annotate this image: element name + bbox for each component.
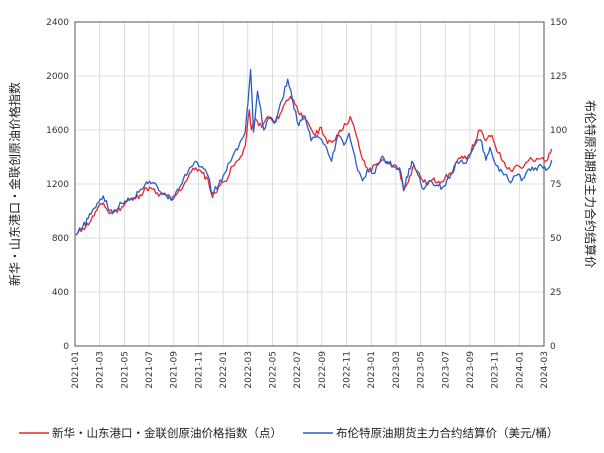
left-axis-ticks: 0 400 800 1200 1600 2000 2400 (46, 18, 69, 352)
left-axis-tick-label: 1200 (46, 180, 69, 190)
x-axis-tick-label: 2021-05 (120, 351, 130, 389)
x-axis-tick-label: 2022-11 (343, 351, 353, 389)
legend: 新华・山东港口・金联创原油价格指数（点） 布伦特原油期货主力合约结算价（美元/桶… (19, 426, 558, 440)
left-axis-title: 新华・山东港口・金联创原油价格指数 (7, 82, 22, 286)
x-axis-tick-label: 2023-11 (491, 351, 501, 389)
right-axis-tick-label: 50 (550, 234, 562, 244)
x-axis-tick-label: 2024-03 (540, 351, 550, 389)
x-axis-ticks: 2021-01 2021-03 2021-05 2021-07 2021-09 2021-… (71, 351, 550, 389)
series-line-brent (75, 68, 553, 236)
right-axis-tick-label: 0 (550, 342, 556, 352)
x-axis-tick-label: 2023-09 (466, 351, 476, 389)
x-axis-tick-label: 2022-09 (318, 351, 328, 389)
left-axis-tick-label: 0 (63, 342, 69, 352)
left-axis-tick-label: 800 (52, 234, 69, 244)
right-axis-title: 布伦特原油期货主力合约结算价 (583, 100, 598, 268)
x-axis-tick-label: 2023-01 (367, 351, 377, 389)
x-axis-tick-label: 2021-11 (194, 351, 204, 389)
x-axis-tick-label: 2021-07 (145, 351, 155, 389)
left-axis-tick-label: 1600 (46, 126, 69, 136)
x-axis-tick-label: 2022-03 (244, 351, 254, 389)
x-axis-tick-label: 2022-07 (293, 351, 303, 389)
right-axis-tick-label: 100 (550, 126, 567, 136)
x-axis-tick-label: 2022-01 (219, 351, 229, 389)
legend-label-brent: 布伦特原油期货主力合约结算价（美元/桶） (336, 426, 558, 440)
series-layer (75, 68, 553, 236)
x-axis-tick-label: 2021-09 (170, 351, 180, 389)
right-axis-tick-label: 75 (550, 180, 561, 190)
right-axis-tick-label: 25 (550, 288, 561, 298)
right-axis-tick-label: 150 (550, 18, 567, 28)
x-axis-tick-label: 2023-07 (441, 351, 451, 389)
right-axis-ticks: 0 25 50 75 100 125 150 (550, 18, 567, 352)
left-axis-tick-label: 2400 (46, 18, 69, 28)
x-axis-tick-label: 2024-01 (515, 351, 525, 389)
x-axis-tick-label: 2021-01 (71, 351, 81, 389)
right-axis-tick-label: 125 (550, 72, 567, 82)
x-axis-tick-label: 2022-05 (268, 351, 278, 389)
x-axis-tick-label: 2023-05 (417, 351, 427, 389)
series-line-index (75, 95, 553, 236)
x-axis-tick-label: 2021-03 (96, 351, 106, 389)
plot-area (74, 21, 545, 347)
x-axis-tick-label: 2023-03 (392, 351, 402, 389)
left-axis-tick-label: 2000 (46, 72, 69, 82)
legend-label-index: 新华・山东港口・金联创原油价格指数（点） (52, 426, 282, 440)
left-axis-tick-label: 400 (52, 288, 69, 298)
